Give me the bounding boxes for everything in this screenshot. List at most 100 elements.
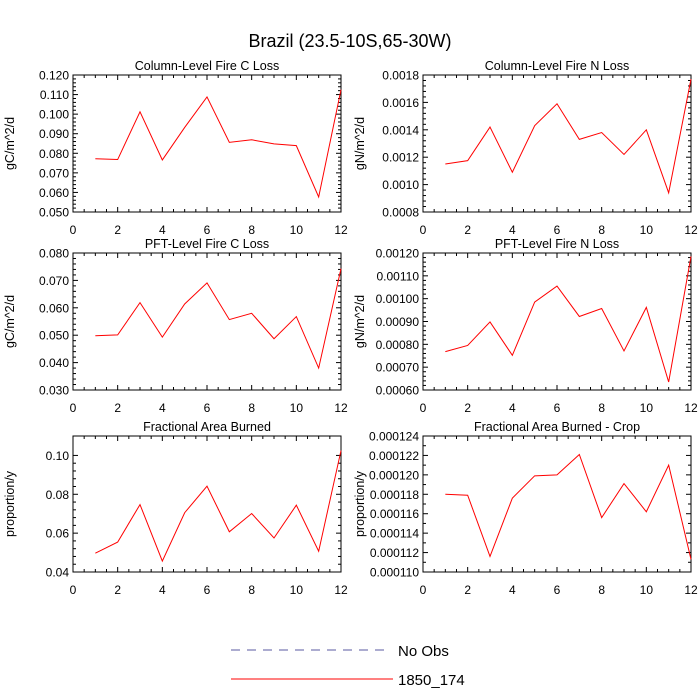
x-tick-label: 10 xyxy=(640,583,654,597)
panel-5: Fractional Area Burned 0 2 4 6 8 10 12 0.04 0.06 0… xyxy=(3,420,348,597)
x-tick-label: 4 xyxy=(509,583,516,597)
y-tick-label: 0.040 xyxy=(39,356,69,370)
y-tick-label: 0.000122 xyxy=(369,449,419,463)
x-tick-label: 6 xyxy=(204,401,211,415)
x-tick-label: 8 xyxy=(598,223,605,237)
x-tick-label: 6 xyxy=(554,401,561,415)
x-tick-label: 4 xyxy=(509,223,516,237)
x-tick-label: 8 xyxy=(248,223,255,237)
figure-title: Brazil (23.5-10S,65-30W) xyxy=(248,31,451,51)
y-tick-label: 0.0008 xyxy=(382,206,419,220)
y-tick-label: 0.050 xyxy=(39,329,69,343)
y-tick-label: 0.00080 xyxy=(376,338,420,352)
y-tick-label: 0.00090 xyxy=(376,315,420,329)
x-tick-label: 8 xyxy=(248,583,255,597)
x-tick-label: 0 xyxy=(70,401,77,415)
panel-title: PFT-Level Fire N Loss xyxy=(495,237,619,251)
x-tick-label: 0 xyxy=(420,583,427,597)
y-tick-label: 0.100 xyxy=(39,108,69,122)
x-tick-label: 4 xyxy=(159,583,166,597)
y-tick-label: 0.070 xyxy=(39,274,69,288)
y-axis-label: proportion/y xyxy=(353,470,367,537)
plot-frame xyxy=(72,74,342,213)
x-tick-label: 0 xyxy=(70,223,77,237)
panel-1: Column-Level Fire C Loss 0 2 4 6 8 10 12 0.050 0.… xyxy=(3,59,348,237)
y-tick-label: 0.090 xyxy=(39,127,69,141)
series-line xyxy=(95,89,342,199)
x-tick-label: 8 xyxy=(598,583,605,597)
y-tick-label: 0.0014 xyxy=(382,123,419,137)
x-tick-label: 10 xyxy=(640,401,654,415)
y-axis-label: gC/m^2/d xyxy=(3,295,17,348)
y-tick-label: 0.000116 xyxy=(370,507,419,521)
y-axis-label: gN/m^2/d xyxy=(353,117,367,170)
x-tick-label: 0 xyxy=(70,583,77,597)
y-tick-label: 0.0018 xyxy=(382,69,419,83)
series-line xyxy=(445,453,692,560)
y-tick-label: 0.04 xyxy=(46,566,70,580)
series-line xyxy=(95,450,342,563)
x-tick-label: 12 xyxy=(684,583,698,597)
y-tick-label: 0.08 xyxy=(46,488,70,502)
y-tick-label: 0.080 xyxy=(39,147,69,161)
y-tick-label: 0.080 xyxy=(39,247,69,261)
x-tick-label: 0 xyxy=(420,223,427,237)
panel-3: PFT-Level Fire C Loss 0 2 4 6 8 10 12 0.030 0.040… xyxy=(3,237,348,415)
y-tick-label: 0.000118 xyxy=(370,488,419,502)
panel-title: Column-Level Fire N Loss xyxy=(485,59,630,73)
x-tick-label: 2 xyxy=(464,401,471,415)
legend-no-obs-label: No Obs xyxy=(398,643,449,660)
y-tick-label: 0.0016 xyxy=(382,96,419,110)
x-tick-label: 8 xyxy=(248,401,255,415)
y-tick-label: 0.0010 xyxy=(382,178,419,192)
x-tick-label: 12 xyxy=(334,223,348,237)
y-tick-label: 0.00100 xyxy=(376,292,420,306)
x-tick-label: 6 xyxy=(554,583,561,597)
x-tick-label: 10 xyxy=(290,401,304,415)
series-line xyxy=(445,256,692,383)
y-tick-label: 0.060 xyxy=(39,186,69,200)
x-tick-label: 12 xyxy=(684,401,698,415)
x-tick-label: 6 xyxy=(554,223,561,237)
y-tick-label: 0.00110 xyxy=(377,269,420,283)
y-tick-label: 0.110 xyxy=(40,88,69,102)
y-axis-label: gN/m^2/d xyxy=(353,295,367,348)
plot-frame xyxy=(72,252,342,391)
x-tick-label: 2 xyxy=(114,583,121,597)
x-tick-label: 10 xyxy=(290,223,304,237)
x-tick-label: 2 xyxy=(114,401,121,415)
y-axis-label: proportion/y xyxy=(3,470,17,537)
y-tick-label: 0.000110 xyxy=(370,566,419,580)
y-tick-label: 0.000114 xyxy=(370,527,419,541)
x-tick-label: 6 xyxy=(204,583,211,597)
x-tick-label: 2 xyxy=(464,223,471,237)
y-tick-label: 0.00070 xyxy=(376,361,420,375)
panel-title: Column-Level Fire C Loss xyxy=(135,59,280,73)
y-tick-label: 0.10 xyxy=(46,449,70,463)
x-tick-label: 10 xyxy=(640,223,654,237)
legend-series-label: 1850_174 xyxy=(398,672,465,689)
x-tick-label: 12 xyxy=(334,401,348,415)
legend: No Obs 1850_174 xyxy=(231,643,465,689)
panel-title: Fractional Area Burned xyxy=(143,420,271,434)
y-tick-label: 0.06 xyxy=(46,527,70,541)
plot-frame xyxy=(72,435,342,573)
x-tick-label: 10 xyxy=(290,583,304,597)
panel-title: PFT-Level Fire C Loss xyxy=(145,237,269,251)
y-tick-label: 0.000120 xyxy=(369,468,419,482)
series-line xyxy=(95,268,342,370)
panel-title: Fractional Area Burned - Crop xyxy=(474,420,640,434)
y-tick-label: 0.030 xyxy=(39,384,69,398)
x-tick-label: 0 xyxy=(420,401,427,415)
y-tick-label: 0.00120 xyxy=(376,247,420,261)
y-axis-label: gC/m^2/d xyxy=(3,117,17,170)
panel-2: Column-Level Fire N Loss 0 2 4 6 8 10 12 0.0008 0… xyxy=(353,59,698,237)
x-tick-label: 6 xyxy=(204,223,211,237)
series-line xyxy=(445,79,692,195)
y-tick-label: 0.070 xyxy=(39,166,69,180)
y-tick-label: 0.060 xyxy=(39,301,69,315)
panel-6: Fractional Area Burned - Crop 0 2 4 6 8 10 12 0.… xyxy=(353,420,698,597)
y-tick-label: 0.050 xyxy=(39,206,69,220)
